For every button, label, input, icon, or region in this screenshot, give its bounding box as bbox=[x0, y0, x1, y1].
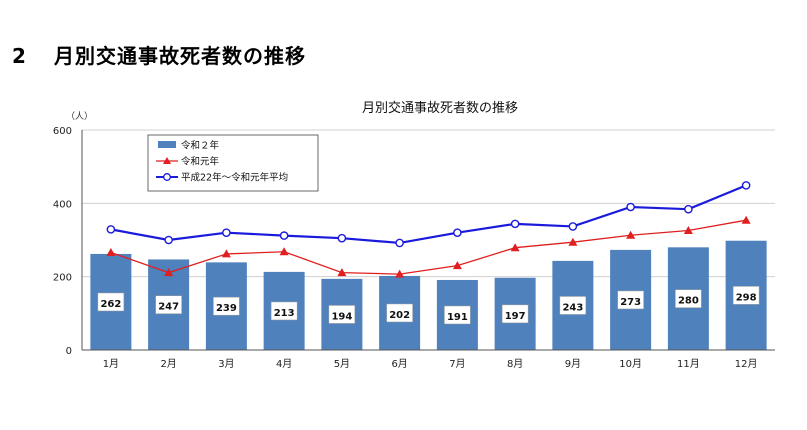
series-line bbox=[110, 184, 747, 245]
x-tick-label: 7月 bbox=[449, 358, 465, 370]
triangle-marker bbox=[279, 247, 289, 256]
x-tick-label: 11月 bbox=[677, 358, 700, 370]
data-label-box bbox=[155, 295, 182, 314]
axes: 0 200 400 600 1月 2月 3月 4月 5月 6月 7月 8月 9月 10月 11月 12月 bbox=[53, 126, 775, 370]
legend-label: 令和２年 bbox=[181, 140, 220, 152]
triangle-marker bbox=[568, 237, 578, 246]
circle-marker bbox=[626, 202, 635, 212]
x-tick-label: 12月 bbox=[735, 358, 758, 370]
legend-swatch-bar bbox=[158, 141, 176, 148]
circle-marker bbox=[395, 238, 404, 248]
circle-marker bbox=[279, 231, 289, 240]
data-label: 298 bbox=[736, 292, 757, 303]
data-label: 239 bbox=[216, 303, 237, 314]
bar-series bbox=[90, 240, 767, 350]
triangle-marker bbox=[337, 268, 347, 277]
data-label: 280 bbox=[678, 296, 699, 307]
legend-marker-triangle bbox=[163, 157, 171, 164]
data-label-box bbox=[386, 303, 413, 323]
data-label: 197 bbox=[505, 311, 526, 322]
x-tick-label: 1月 bbox=[103, 358, 119, 370]
triangle-marker bbox=[741, 215, 751, 224]
data-label-box bbox=[328, 305, 356, 324]
data-label-box bbox=[675, 289, 702, 308]
data-label: 191 bbox=[447, 312, 468, 323]
data-label: 243 bbox=[562, 302, 583, 313]
circle-marker bbox=[568, 222, 578, 231]
circle-marker bbox=[741, 181, 751, 190]
data-label-box bbox=[617, 290, 644, 310]
triangle-marker bbox=[106, 247, 116, 256]
circle-marker bbox=[222, 228, 231, 237]
data-label-box bbox=[559, 296, 587, 315]
legend-box bbox=[147, 134, 319, 192]
x-tick-label: 8月 bbox=[507, 358, 523, 370]
x-tick-label: 3月 bbox=[218, 358, 234, 370]
data-label-box bbox=[444, 305, 471, 325]
triangle-marker bbox=[164, 268, 174, 277]
data-label: 213 bbox=[274, 308, 295, 319]
y-tick-label: 400 bbox=[53, 199, 72, 210]
chart-title: 月別交通事故死者数の推移 bbox=[362, 100, 518, 116]
data-label-box bbox=[97, 292, 125, 312]
circle-marker bbox=[106, 225, 116, 234]
y-tick-label: 600 bbox=[53, 126, 72, 137]
x-tick-label: 2月 bbox=[160, 358, 176, 370]
data-label: 273 bbox=[620, 297, 641, 308]
legend-marker-circle bbox=[163, 173, 171, 181]
x-tick-label: 9月 bbox=[565, 358, 581, 370]
data-label-box bbox=[213, 296, 240, 316]
section-number: 2 bbox=[12, 44, 27, 68]
x-tick-label: 4月 bbox=[276, 358, 292, 370]
data-label: 262 bbox=[100, 299, 121, 310]
line-series bbox=[106, 181, 751, 278]
data-label-box bbox=[732, 286, 760, 305]
circle-marker bbox=[337, 233, 347, 243]
grid-lines bbox=[82, 129, 775, 278]
x-tick-label: 5月 bbox=[334, 358, 350, 370]
circle-marker bbox=[510, 219, 520, 229]
x-tick-label: 6月 bbox=[391, 358, 407, 370]
circle-marker bbox=[164, 235, 173, 245]
triangle-marker bbox=[510, 243, 520, 252]
triangle-marker bbox=[683, 225, 693, 234]
x-tick-label: 10月 bbox=[619, 358, 642, 370]
data-label: 202 bbox=[389, 310, 410, 321]
section-heading-text: 月別交通事故死者数の推移 bbox=[54, 44, 306, 68]
data-label-box bbox=[501, 304, 529, 324]
legend-label: 令和元年 bbox=[181, 156, 220, 168]
circle-marker bbox=[453, 228, 462, 237]
data-labels: 262 247 239 213 194 202 191 197 243 273 280 298 bbox=[97, 286, 760, 325]
triangle-marker bbox=[626, 230, 636, 239]
triangle-marker bbox=[395, 269, 405, 278]
circle-marker bbox=[684, 204, 693, 214]
data-label-box bbox=[270, 301, 298, 321]
y-tick-label: 200 bbox=[53, 273, 72, 284]
triangle-marker bbox=[452, 261, 462, 270]
triangle-marker bbox=[221, 249, 231, 258]
data-label: 194 bbox=[331, 311, 352, 322]
data-label: 247 bbox=[158, 302, 179, 313]
legend-label: 平成22年～令和元年平均 bbox=[181, 172, 288, 184]
y-axis-unit: （人） bbox=[66, 111, 93, 122]
section-heading: 2 月別交通事故死者数の推移 bbox=[12, 40, 306, 69]
series-line bbox=[110, 219, 747, 275]
y-tick-label: 0 bbox=[66, 346, 72, 357]
